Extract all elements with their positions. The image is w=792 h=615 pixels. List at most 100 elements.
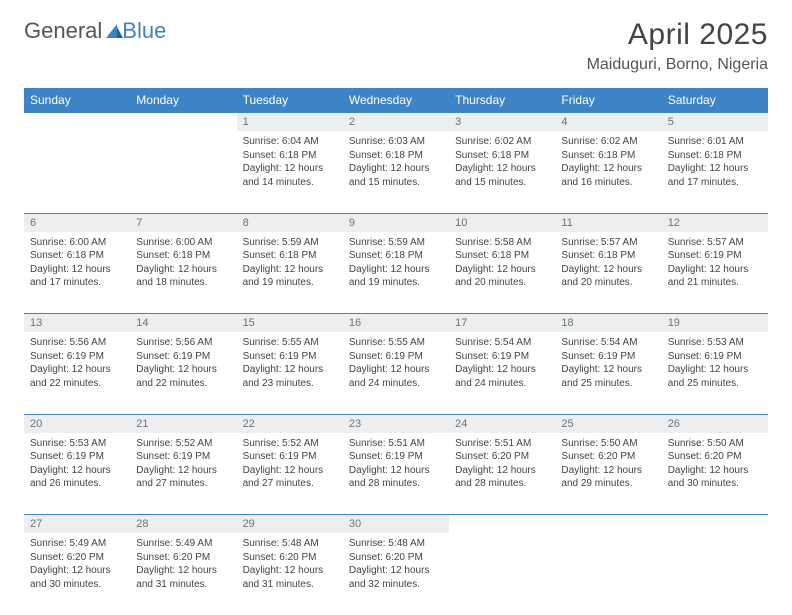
sunrise-line: Sunrise: 6:02 AM	[455, 136, 531, 147]
sunset-line: Sunset: 6:18 PM	[349, 150, 423, 161]
day-number: 11	[555, 213, 661, 232]
sunrise-line: Sunrise: 5:59 AM	[243, 237, 319, 248]
daylight-line: Daylight: 12 hours and 23 minutes.	[243, 364, 324, 389]
daylight-line: Daylight: 12 hours and 20 minutes.	[455, 264, 536, 289]
day-detail: Sunrise: 5:53 AM Sunset: 6:19 PM Daylight:…	[662, 332, 768, 414]
sunset-line: Sunset: 6:19 PM	[668, 250, 742, 261]
day-header: Saturday	[662, 88, 768, 113]
brand-part2: Blue	[122, 18, 166, 44]
sunset-line: Sunset: 6:18 PM	[668, 150, 742, 161]
day-detail-empty	[130, 131, 236, 213]
sunset-line: Sunset: 6:19 PM	[30, 351, 104, 362]
day-detail: Sunrise: 5:53 AMSunset: 6:19 PMDaylight:…	[24, 433, 130, 515]
day-number: 2	[343, 113, 449, 132]
daylight-line: Daylight: 12 hours and 15 minutes.	[349, 163, 430, 188]
sunset-line: Sunset: 6:19 PM	[349, 451, 423, 462]
sunset-line: Sunset: 6:19 PM	[136, 451, 210, 462]
day-number: 23	[343, 414, 449, 433]
sunrise-line: Sunrise: 5:57 AM	[561, 237, 637, 248]
day-number-empty	[662, 515, 768, 534]
day-header: Wednesday	[343, 88, 449, 113]
day-header: Thursday	[449, 88, 555, 113]
sunset-line: Sunset: 6:20 PM	[243, 552, 317, 563]
sunset-line: Sunset: 6:19 PM	[668, 351, 742, 362]
daylight-line: Daylight: 12 hours and 24 minutes.	[455, 364, 536, 389]
daylight-line: Daylight: 12 hours and 19 minutes.	[243, 264, 324, 289]
day-detail: Sunrise: 5:50 AMSunset: 6:20 PMDaylight:…	[555, 433, 661, 515]
daylight-line: Daylight: 12 hours and 25 minutes.	[668, 364, 749, 389]
brand-part1: General	[24, 18, 102, 44]
sunset-line: Sunset: 6:18 PM	[349, 250, 423, 261]
sunrise-line: Sunrise: 5:58 AM	[455, 237, 531, 248]
sunrise-line: Sunrise: 5:52 AM	[136, 438, 212, 449]
day-detail: Sunrise: 5:49 AMSunset: 6:20 PMDaylight:…	[130, 533, 236, 615]
day-detail: Sunrise: 5:56 AMSunset: 6:19 PMDaylight:…	[24, 332, 130, 414]
sunrise-line: Sunrise: 6:01 AM	[668, 136, 744, 147]
daylight-line: Daylight: 12 hours and 25 minutes.	[561, 364, 642, 389]
sunset-line: Sunset: 6:19 PM	[243, 451, 317, 462]
sunrise-line: Sunrise: 5:55 AM	[349, 337, 425, 348]
sunset-line: Sunset: 6:18 PM	[455, 250, 529, 261]
daylight-line: Daylight: 12 hours and 21 minutes.	[668, 264, 749, 289]
sunset-line: Sunset: 6:20 PM	[561, 451, 635, 462]
sunrise-line: Sunrise: 6:04 AM	[243, 136, 319, 147]
day-detail: Sunrise: 5:49 AMSunset: 6:20 PMDaylight:…	[24, 533, 130, 615]
day-detail: Sunrise: 5:55 AM Sunset: 6:19 PM Daylight:…	[343, 332, 449, 414]
sunset-line: Sunset: 6:20 PM	[455, 451, 529, 462]
sunrise-line: Sunrise: 6:02 AM	[561, 136, 637, 147]
sunrise-line: Sunrise: 6:00 AM	[30, 237, 106, 248]
daylight-line: Daylight: 12 hours and 20 minutes.	[561, 264, 642, 289]
day-detail: Sunrise: 6:02 AMSunset: 6:18 PMDaylight:…	[555, 131, 661, 213]
sunset-line: Sunset: 6:19 PM	[243, 351, 317, 362]
day-number-empty	[449, 515, 555, 534]
sunset-line: Sunset: 6:18 PM	[455, 150, 529, 161]
page-header: General Blue April 2025 Maiduguri, Borno…	[0, 0, 792, 80]
sunrise-line: Sunrise: 5:53 AM	[668, 337, 744, 348]
day-detail: Sunrise: 6:00 AMSunset: 6:18 PMDaylight:…	[130, 232, 236, 314]
day-detail-empty	[555, 533, 661, 615]
day-number: 25	[555, 414, 661, 433]
daylight-line: Daylight: 12 hours and 24 minutes.	[349, 364, 430, 389]
sunrise-line: Sunrise: 5:56 AM	[136, 337, 212, 348]
daylight-line: Daylight: 12 hours and 28 minutes.	[455, 465, 536, 490]
sunrise-line: Sunrise: 5:49 AM	[136, 538, 212, 549]
day-detail: Sunrise: 5:57 AMSunset: 6:18 PMDaylight:…	[555, 232, 661, 314]
location-text: Maiduguri, Borno, Nigeria	[587, 56, 768, 74]
sunset-line: Sunset: 6:19 PM	[455, 351, 529, 362]
daylight-line: Daylight: 12 hours and 27 minutes.	[136, 465, 217, 490]
day-detail: Sunrise: 5:59 AMSunset: 6:18 PMDaylight:…	[343, 232, 449, 314]
daylight-line: Daylight: 12 hours and 18 minutes.	[136, 264, 217, 289]
day-number: 15	[237, 314, 343, 333]
sail-icon	[104, 22, 124, 40]
day-detail-empty	[24, 131, 130, 213]
day-number: 24	[449, 414, 555, 433]
day-number-empty	[130, 113, 236, 132]
sunrise-line: Sunrise: 5:55 AM	[243, 337, 319, 348]
sunset-line: Sunset: 6:18 PM	[30, 250, 104, 261]
day-number: 3	[449, 113, 555, 132]
sunrise-line: Sunrise: 5:49 AM	[30, 538, 106, 549]
daylight-line: Daylight: 12 hours and 30 minutes.	[30, 565, 111, 590]
sunset-line: Sunset: 6:18 PM	[243, 250, 317, 261]
day-number: 28	[130, 515, 236, 534]
sunset-line: Sunset: 6:19 PM	[349, 351, 423, 362]
day-number: 14	[130, 314, 236, 333]
sunset-line: Sunset: 6:20 PM	[349, 552, 423, 563]
day-detail: Sunrise: 5:56 AMSunset: 6:19 PMDaylight:…	[130, 332, 236, 414]
day-detail: Sunrise: 5:57 AMSunset: 6:19 PMDaylight:…	[662, 232, 768, 314]
day-detail: Sunrise: 5:52 AMSunset: 6:19 PMDaylight:…	[237, 433, 343, 515]
day-header: Monday	[130, 88, 236, 113]
daylight-line: Daylight: 12 hours and 17 minutes.	[30, 264, 111, 289]
day-number: 17	[449, 314, 555, 333]
sunset-line: Sunset: 6:18 PM	[561, 150, 635, 161]
day-number: 22	[237, 414, 343, 433]
day-number: 4	[555, 113, 661, 132]
day-detail: Sunrise: 6:01 AMSunset: 6:18 PMDaylight:…	[662, 131, 768, 213]
sunrise-line: Sunrise: 5:54 AM	[561, 337, 637, 348]
day-header: Friday	[555, 88, 661, 113]
sunrise-line: Sunrise: 5:50 AM	[668, 438, 744, 449]
daylight-line: Daylight: 12 hours and 15 minutes.	[455, 163, 536, 188]
sunset-line: Sunset: 6:19 PM	[561, 351, 635, 362]
day-number: 5	[662, 113, 768, 132]
day-number: 13	[24, 314, 130, 333]
